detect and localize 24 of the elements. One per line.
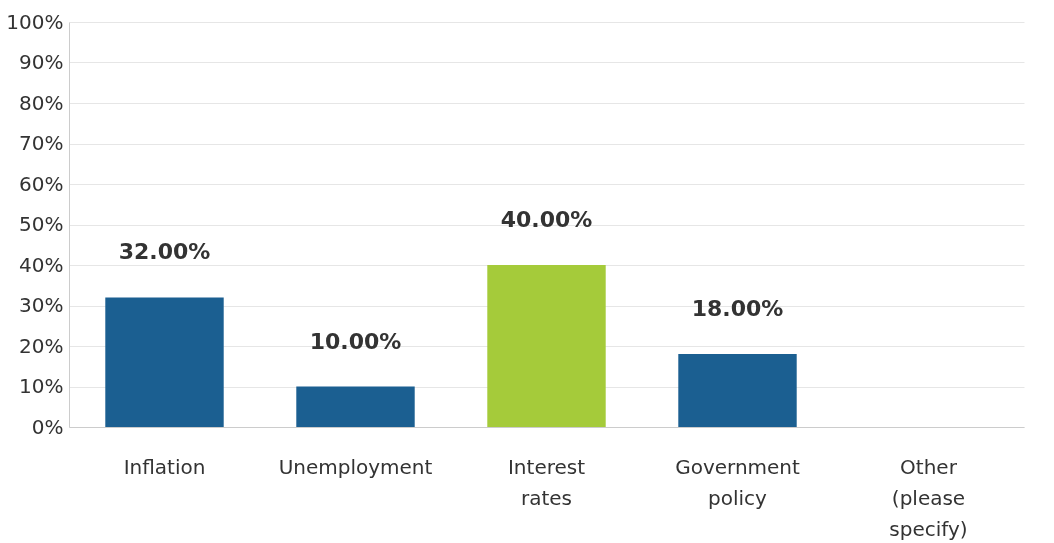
x-tick-label: Unemployment bbox=[278, 454, 433, 479]
y-tick-label: 10% bbox=[19, 374, 64, 398]
y-tick-label: 50% bbox=[19, 212, 64, 236]
y-tick-label: 0% bbox=[31, 414, 64, 439]
data-label: 18.00% bbox=[691, 296, 784, 322]
bar bbox=[487, 265, 606, 427]
x-tick-label: Other (please specify) bbox=[889, 454, 968, 541]
y-tick-label: 30% bbox=[19, 293, 64, 317]
y-tick-label: 100% bbox=[6, 9, 64, 34]
y-tick-label: 70% bbox=[19, 131, 64, 155]
y-tick-label: 90% bbox=[19, 50, 64, 74]
data-label: 40.00% bbox=[500, 207, 593, 232]
x-tick-label: Interest rates bbox=[507, 454, 586, 510]
x-tick-label: Inflation bbox=[123, 454, 206, 479]
bar bbox=[678, 354, 797, 427]
x-tick-label: Government policy bbox=[675, 454, 801, 510]
bar bbox=[105, 297, 224, 427]
y-tick-label: 20% bbox=[19, 333, 64, 358]
data-label: 32.00% bbox=[118, 239, 211, 265]
y-tick-label: 80% bbox=[19, 90, 64, 115]
bar bbox=[296, 386, 415, 427]
data-label: 10.00% bbox=[309, 328, 402, 354]
y-tick-label: 60% bbox=[19, 171, 64, 196]
y-tick-label: 40% bbox=[19, 252, 64, 277]
